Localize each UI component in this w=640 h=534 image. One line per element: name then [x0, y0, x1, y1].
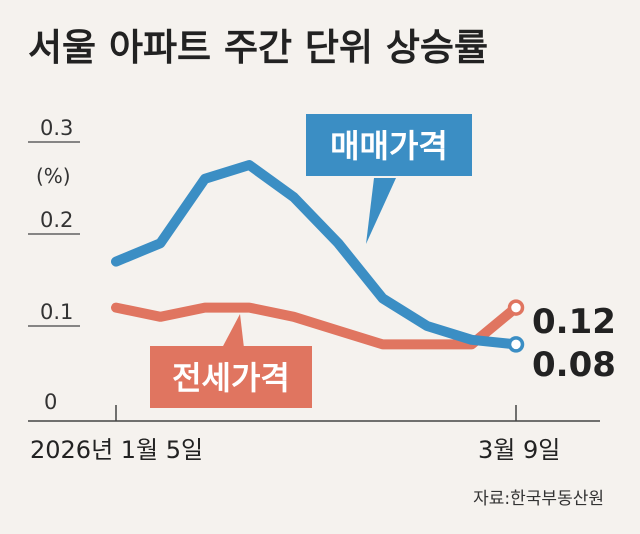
y-unit-label: (%) [36, 164, 71, 188]
y-tick-label-0.3: 0.3 [40, 116, 73, 140]
jeonse-price-callout: 전세가격 [150, 314, 312, 408]
jeonse-price-callout-pointer [222, 314, 244, 348]
sale-price-end-point [510, 338, 523, 351]
series-layer [116, 165, 523, 351]
y-tick-label-0: 0 [44, 390, 57, 414]
y-tick-label-0.2: 0.2 [40, 208, 73, 232]
jeonse-end-value-label: 0.12 [532, 302, 616, 342]
jeonse-price-end-point [510, 301, 523, 314]
sale-price-legend-label: 매매가격 [330, 127, 448, 165]
chart: 서울 아파트 주간 단위 상승률 0.3 (%) 0.2 0.1 0 2026년… [0, 0, 640, 534]
sale-price-callout: 매매가격 [306, 114, 472, 244]
chart-title: 서울 아파트 주간 단위 상승률 [28, 26, 488, 69]
y-axis: 0.3 (%) 0.2 0.1 0 [28, 116, 80, 414]
sale-end-value-label: 0.08 [532, 345, 616, 385]
sale-price-callout-pointer [366, 178, 396, 244]
source-note: 자료:한국부동산원 [473, 489, 604, 509]
x-tick-label-end: 3월 9일 [478, 436, 560, 464]
jeonse-price-legend-label: 전세가격 [172, 359, 290, 397]
x-axis: 2026년 1월 5일 3월 9일 [28, 405, 600, 464]
x-tick-label-start: 2026년 1월 5일 [30, 436, 203, 464]
y-tick-label-0.1: 0.1 [40, 300, 73, 324]
